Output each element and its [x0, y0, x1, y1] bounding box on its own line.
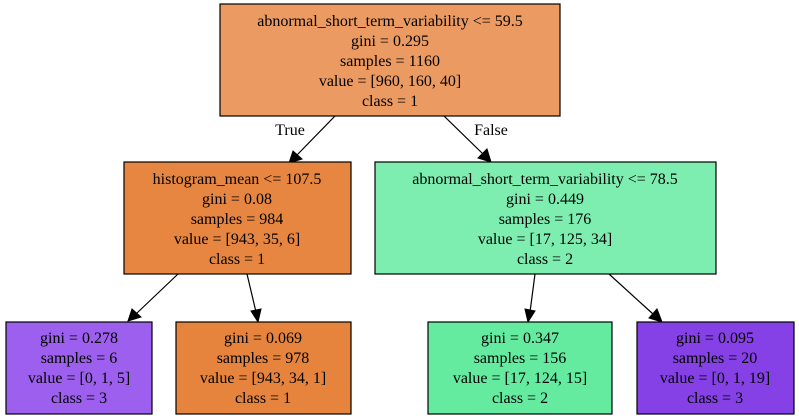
- node-line: class = 3: [51, 390, 107, 407]
- node-line: gini = 0.449: [506, 191, 584, 208]
- edge-left-to-leaf-2: [246, 273, 262, 324]
- node-line: gini = 0.095: [676, 330, 754, 347]
- leaf-node-4: gini = 0.095 samples = 20 value = [0, 1,…: [636, 321, 795, 415]
- right-internal-node: abnormal_short_term_variability <= 78.5 …: [374, 161, 717, 275]
- leaf-node-2: gini = 0.069 samples = 978 value = [943,…: [175, 321, 352, 415]
- node-line: class = 1: [362, 93, 418, 110]
- edge-label-false: False: [474, 122, 508, 139]
- edge-root-to-left: [288, 115, 336, 164]
- node-line: samples = 984: [191, 211, 284, 228]
- node-line: gini = 0.347: [481, 330, 559, 347]
- node-line: abnormal_short_term_variability <= 59.5: [257, 13, 523, 30]
- edge-right-to-leaf-4: [608, 273, 663, 323]
- left-internal-node: histogram_mean <= 107.5 gini = 0.08 samp…: [123, 161, 352, 275]
- edge-label-true: True: [275, 122, 305, 139]
- node-line: value = [960, 160, 40]: [319, 73, 461, 90]
- node-line: value = [17, 124, 15]: [453, 370, 587, 387]
- leaf-node-1: gini = 0.278 samples = 6 value = [0, 1, …: [5, 321, 153, 415]
- node-line: gini = 0.069: [224, 330, 302, 347]
- node-line: class = 1: [209, 251, 265, 268]
- node-line: samples = 20: [673, 350, 758, 367]
- node-line: samples = 6: [41, 350, 118, 367]
- node-line: value = [943, 35, 6]: [174, 231, 300, 248]
- node-line: gini = 0.08: [202, 191, 272, 208]
- node-line: samples = 978: [217, 350, 310, 367]
- node-line: samples = 156: [474, 350, 567, 367]
- node-line: value = [0, 1, 5]: [28, 370, 130, 387]
- node-line: class = 2: [517, 251, 573, 268]
- root-node: abnormal_short_term_variability <= 59.5 …: [219, 3, 561, 117]
- leaf-node-3: gini = 0.347 samples = 156 value = [17, …: [427, 321, 613, 415]
- node-line: class = 1: [235, 390, 291, 407]
- node-line: abnormal_short_term_variability <= 78.5: [412, 171, 678, 188]
- node-line: gini = 0.278: [40, 330, 118, 347]
- node-line: value = [17, 125, 34]: [478, 231, 612, 248]
- node-line: samples = 1160: [340, 53, 440, 70]
- node-line: samples = 176: [499, 211, 592, 228]
- edge-root-to-right: [443, 115, 492, 163]
- node-line: class = 3: [687, 390, 743, 407]
- node-line: value = [943, 34, 1]: [200, 370, 326, 387]
- node-line: class = 2: [492, 390, 548, 407]
- node-line: histogram_mean <= 107.5: [153, 171, 322, 188]
- edge-right-to-leaf-3: [524, 273, 536, 324]
- node-line: value = [0, 1, 19]: [660, 370, 770, 387]
- edge-left-to-leaf-1: [127, 273, 179, 322]
- node-line: gini = 0.295: [351, 33, 429, 50]
